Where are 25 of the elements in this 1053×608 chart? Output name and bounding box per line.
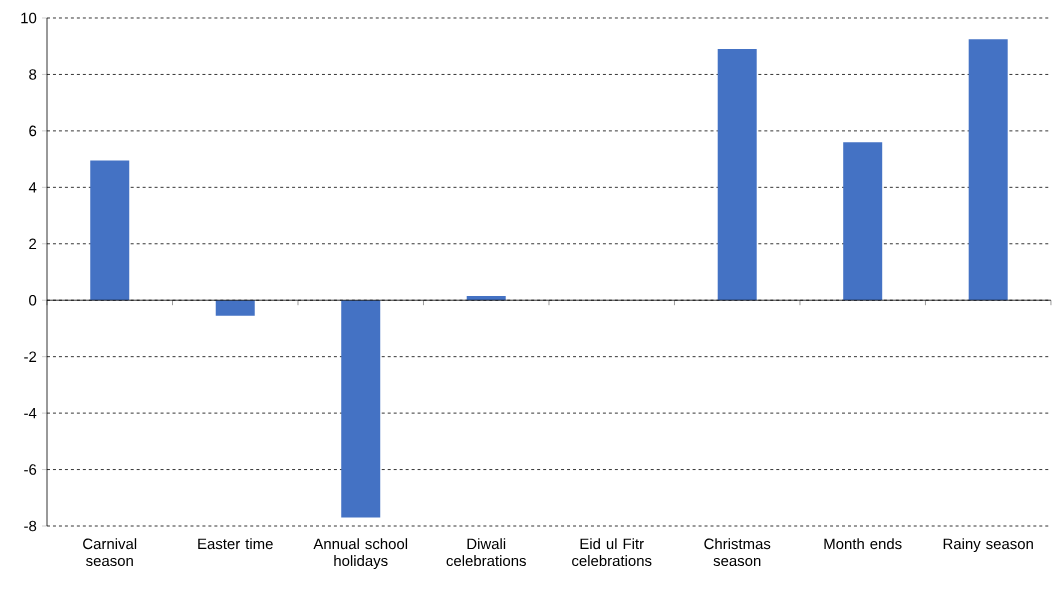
y-tick-label: 2 bbox=[29, 238, 37, 249]
x-tick-label: Christmas season bbox=[704, 538, 771, 567]
y-tick-label: -2 bbox=[24, 351, 37, 362]
x-tick-label: Carnival season bbox=[83, 538, 137, 567]
y-tick-label: -4 bbox=[24, 407, 37, 419]
y-tick-label: -8 bbox=[24, 520, 37, 532]
y-tick-label: 8 bbox=[29, 69, 37, 80]
y-tick-label: 10 bbox=[21, 12, 37, 24]
bar bbox=[90, 160, 130, 301]
x-tick-label: Diwali celebrations bbox=[446, 538, 526, 567]
bar bbox=[341, 300, 381, 518]
y-tick-label: 4 bbox=[28, 182, 37, 193]
x-tick-label: Rainy season bbox=[943, 538, 1033, 553]
y-tick-label: -6 bbox=[24, 464, 37, 475]
x-tick-label: Month ends bbox=[824, 538, 902, 550]
bar bbox=[968, 39, 1008, 301]
bar bbox=[843, 142, 883, 301]
x-tick-label: Eid ul Fitr celebrations bbox=[572, 538, 652, 567]
bar bbox=[717, 49, 757, 301]
x-tick-label: Annual school holidays bbox=[313, 538, 408, 570]
bar bbox=[215, 300, 255, 316]
y-tick-label: 6 bbox=[29, 125, 37, 137]
x-tick-label: Easter time bbox=[198, 538, 273, 550]
y-tick-label: 0 bbox=[29, 294, 37, 306]
bar bbox=[466, 295, 506, 301]
